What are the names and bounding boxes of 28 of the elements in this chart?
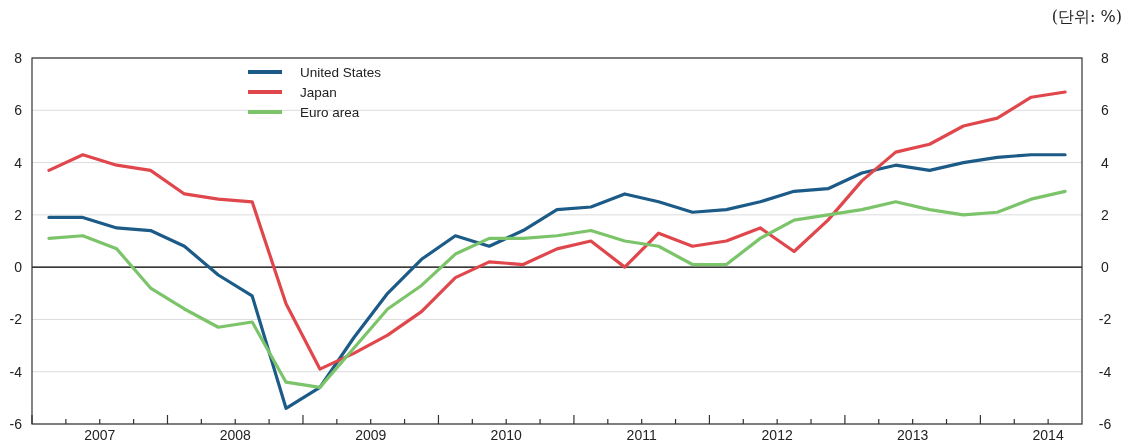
x-tick-label: 2011 — [626, 427, 657, 440]
y2-tick-label: -4 — [1098, 363, 1112, 380]
y2-tick-label: 2 — [1101, 206, 1110, 223]
y-tick-label: 2 — [14, 206, 23, 223]
y-tick-label: -4 — [9, 363, 23, 380]
legend-label: Japan — [300, 85, 337, 100]
y2-tick-label: -6 — [1098, 416, 1112, 432]
x-tick-label: 2014 — [1032, 427, 1064, 440]
x-tick-label: 2009 — [355, 427, 387, 440]
y2-tick-label: 6 — [1101, 102, 1110, 119]
y-tick-label: 8 — [14, 50, 23, 66]
x-tick-label: 2010 — [490, 427, 522, 440]
text: (단위: %) — [1051, 7, 1122, 26]
y-tick-label: -2 — [9, 311, 23, 328]
y2-tick-label: -2 — [1098, 311, 1112, 328]
y-tick-label: -6 — [9, 416, 23, 432]
x-tick-label: 2013 — [897, 427, 929, 440]
y-tick-label: 6 — [14, 102, 23, 119]
y2-tick-label: 4 — [1101, 154, 1110, 171]
y-tick-label: 4 — [14, 154, 23, 171]
legend-label: Euro area — [300, 105, 360, 120]
y2-tick-label: 0 — [1101, 259, 1110, 276]
y2-tick-label: 8 — [1101, 50, 1110, 66]
x-tick-label: 2012 — [761, 427, 793, 440]
x-tick-label: 2007 — [84, 427, 116, 440]
y-tick-label: 0 — [14, 259, 23, 276]
legend-label: United States — [300, 65, 382, 80]
x-tick-label: 2008 — [219, 427, 252, 440]
